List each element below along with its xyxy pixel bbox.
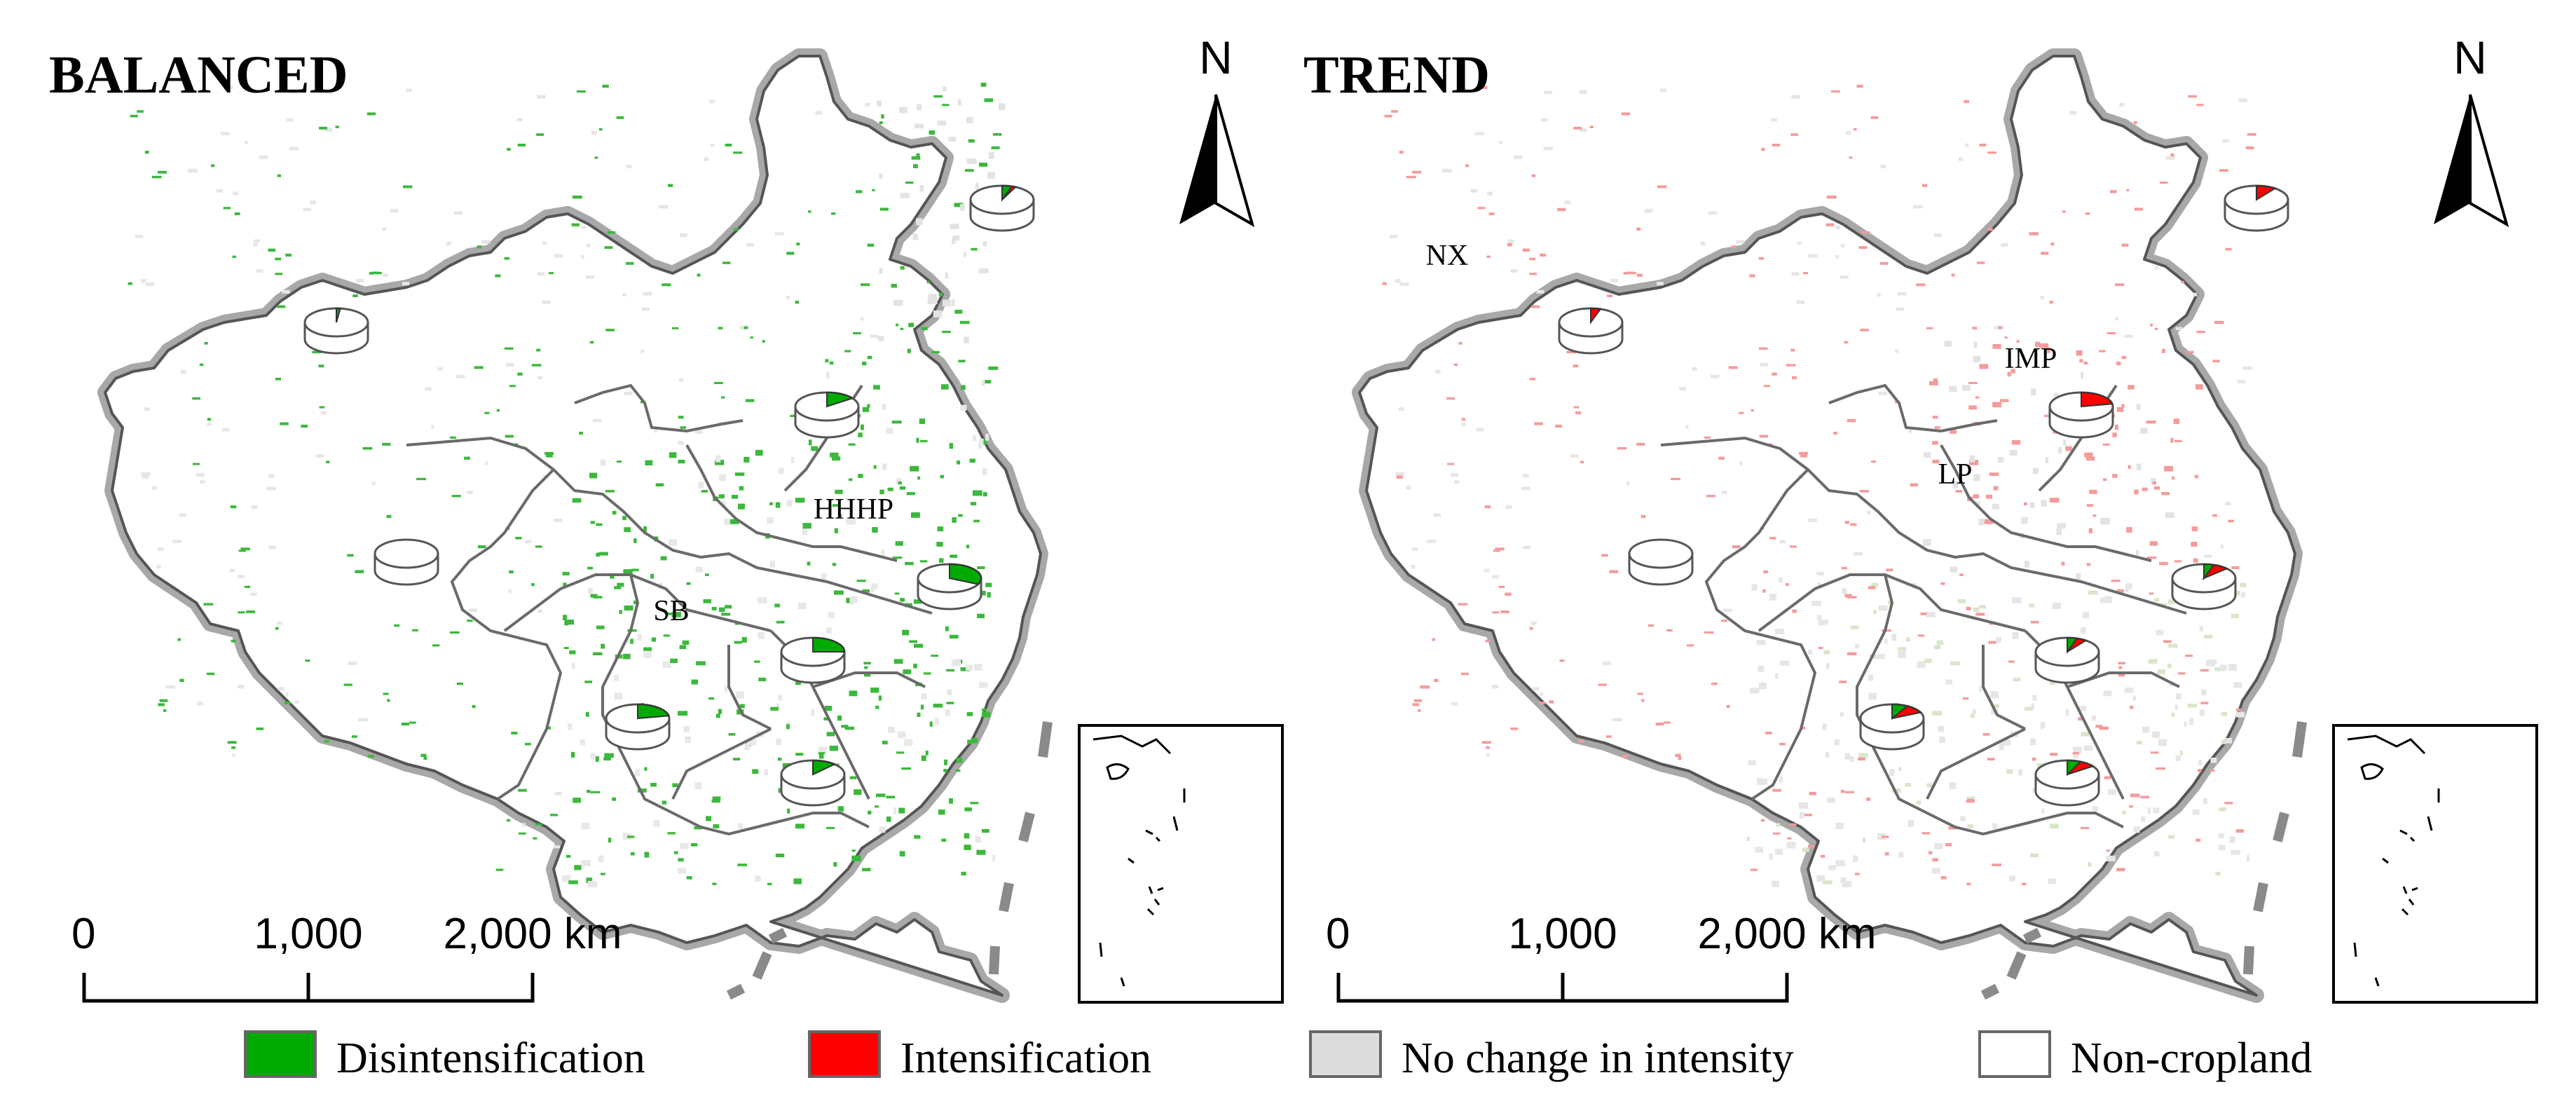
legend-item: No change in intensity [1309,1030,1794,1082]
pie-chart [1859,703,1925,751]
legend-label: Intensification [900,1035,1151,1082]
panel-title: TREND [1303,46,1490,104]
scale-tick-label: 0 [71,910,95,958]
scale-tick-label: 1,000 [1508,910,1617,958]
pie-chart [605,703,671,751]
pie-chart [794,391,860,439]
region-label: IMP [2005,343,2057,375]
region-label: LP [1938,458,1972,491]
scale-tick-label: 2,000 km [443,910,622,958]
pie-chart [780,759,846,807]
scale-bar: 0 1,000 2,000 km [71,910,622,1003]
scale-tick-label: 1,000 [254,910,362,958]
pie-chart [2048,391,2114,439]
pie-chart [969,184,1035,232]
scale-tick-label: 0 [1326,910,1350,958]
pie-chart [1628,538,1694,586]
legend-item: Intensification [808,1030,1151,1082]
inset-map [1078,724,1284,1004]
legend-item: Non-cropland [1978,1030,2312,1082]
legend-label: No change in intensity [1402,1035,1794,1082]
scale-bar: 0 1,000 2,000 km [1326,910,1877,1003]
region-label: HHHP [814,493,893,526]
pie-chart [2224,184,2289,232]
legend-label: Non-cropland [2071,1035,2312,1082]
legend: Disintensification Intensification No chan… [244,1030,2312,1082]
cropland-pattern [1382,84,2261,887]
region-label: NX [1426,240,1469,272]
panel-trend: TREND NX IMP LP N 0 1,000 2,000 km [1303,32,2538,1004]
pie-chart [780,636,846,684]
legend-item: Disintensification [244,1030,645,1082]
north-label: N [1199,32,1233,83]
north-arrow-icon [1179,94,1255,228]
pie-chart [2034,759,2100,807]
legend-swatch [1978,1030,2051,1078]
scale-tick-label: 2,000 km [1697,910,1876,958]
pie-chart [1558,307,1624,355]
pie-chart [374,538,439,586]
north-label: N [2453,32,2487,83]
legend-swatch [808,1030,881,1078]
china-map [105,56,1041,995]
region-label: SB [653,595,689,627]
maritime-boundary [1980,721,2307,1000]
legend-label: Disintensification [336,1035,645,1082]
pie-chart [2171,563,2237,610]
pie-chart [303,307,369,355]
pie-chart [917,563,982,610]
panel-title: BALANCED [49,46,348,104]
panel-balanced: BALANCED HHHP SB N 0 1,000 2,000 km [49,32,1284,1004]
legend-swatch [1309,1030,1382,1078]
maritime-boundary [726,721,1053,1000]
pie-chart [2034,636,2100,684]
legend-swatch [244,1030,317,1078]
inset-map [2332,724,2538,1004]
china-map [1359,56,2295,995]
north-arrow-icon [2434,94,2509,228]
